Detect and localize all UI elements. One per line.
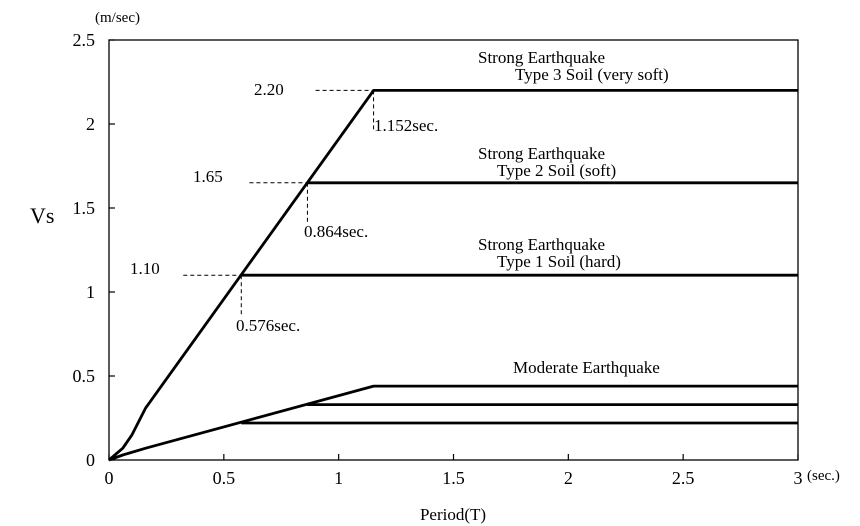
plot-area — [108, 39, 799, 461]
y-tick-label: 2.5 — [73, 30, 96, 50]
series-line-4 — [108, 384, 798, 462]
x-tick-label: 3 — [794, 468, 803, 488]
x-tick-label: 2.5 — [672, 468, 695, 488]
value-label-1-10: 1.10 — [130, 259, 160, 278]
moderate-title: Moderate Earthquake — [513, 358, 660, 377]
x-axis-label: Period(T) — [420, 505, 486, 524]
y-tick-label: 2 — [86, 114, 95, 134]
x-tick-label: 1 — [334, 468, 343, 488]
series-line-1 — [108, 89, 798, 462]
y-tick-label: 0.5 — [73, 366, 96, 386]
period-label-0-864: 0.864sec. — [304, 222, 368, 241]
type2-label: Type 2 Soil (soft) — [497, 161, 616, 180]
type3-label: Type 3 Soil (very soft) — [515, 65, 669, 84]
y-tick-label: 0 — [86, 450, 95, 470]
strong-title-type2: Strong Earthquake — [478, 144, 605, 163]
strong-title-type3: Strong Earthquake — [478, 48, 605, 67]
period-label-0-576: 0.576sec. — [236, 316, 300, 335]
y-axis-unit: (m/sec) — [95, 10, 140, 26]
period-label-1-152: 1.152sec. — [374, 116, 438, 135]
x-tick-label: 0 — [105, 468, 114, 488]
strong-title-type1: Strong Earthquake — [478, 235, 605, 254]
x-tick-label: 0.5 — [213, 468, 236, 488]
value-label-1-65: 1.65 — [193, 167, 223, 186]
x-tick-label: 2 — [564, 468, 573, 488]
y-axis-label: Vs — [30, 203, 54, 228]
value-label-2-20: 2.20 — [254, 80, 284, 99]
x-axis-unit: (sec.) — [807, 468, 840, 484]
x-tick-label: 1.5 — [442, 468, 465, 488]
type1-label: Type 1 Soil (hard) — [497, 252, 621, 271]
y-tick-label: 1 — [86, 282, 95, 302]
y-tick-label: 1.5 — [73, 198, 96, 218]
